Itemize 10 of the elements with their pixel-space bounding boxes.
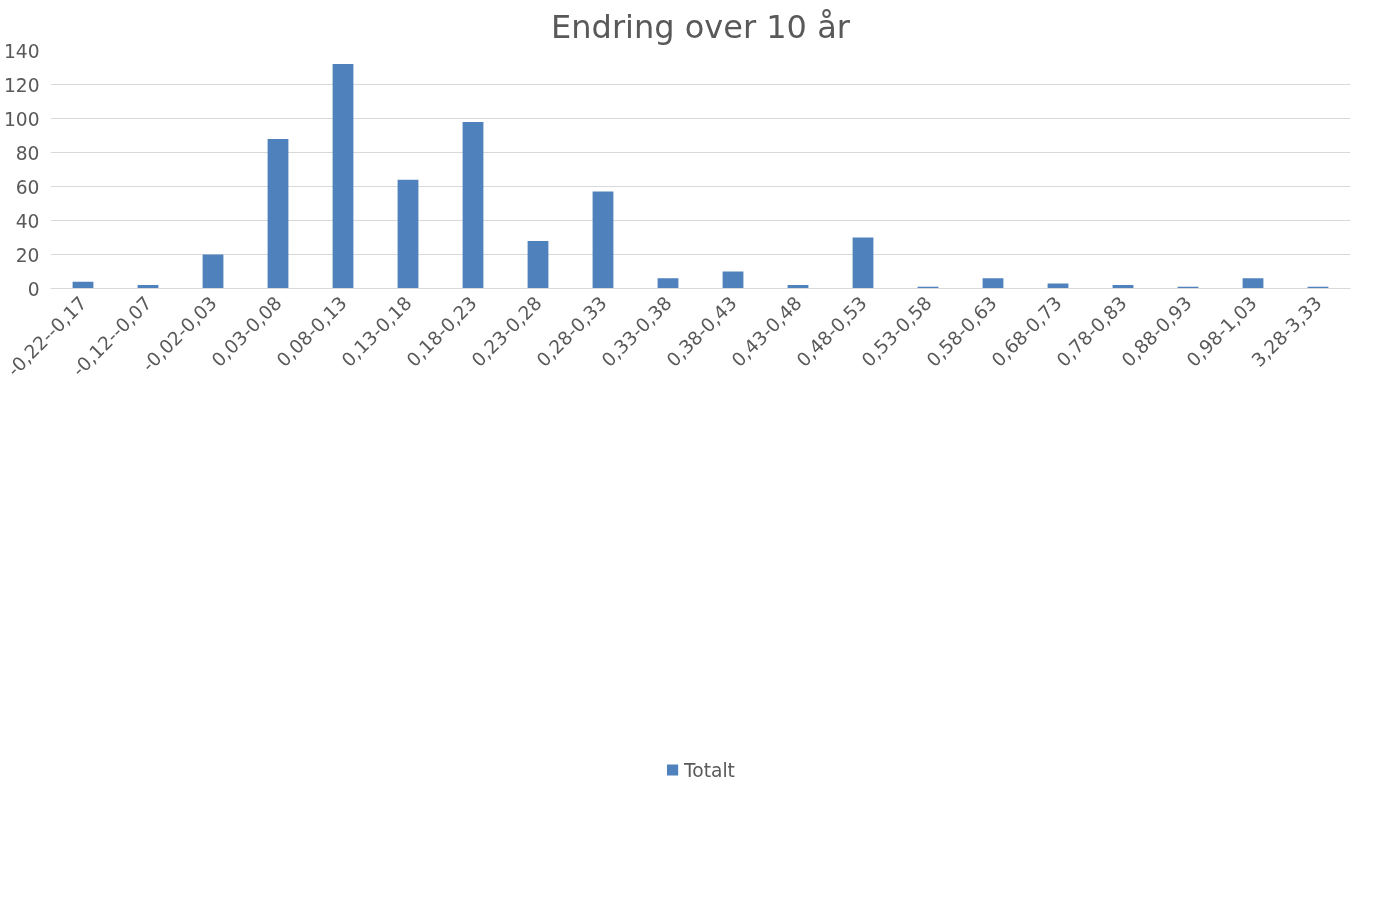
legend-label: Totalt (684, 759, 735, 781)
y-tick-label: 20 (15, 244, 40, 266)
y-tick-label: 100 (3, 108, 40, 130)
y-tick-label: 0 (27, 278, 40, 300)
chart-title: Endring over 10 år (551, 7, 851, 46)
y-tick-label: 40 (15, 210, 40, 232)
y-tick-label: 60 (15, 176, 40, 198)
y-tick-label: 120 (3, 74, 40, 96)
y-tick-label: 80 (15, 142, 40, 164)
y-tick-label: 140 (3, 40, 40, 62)
